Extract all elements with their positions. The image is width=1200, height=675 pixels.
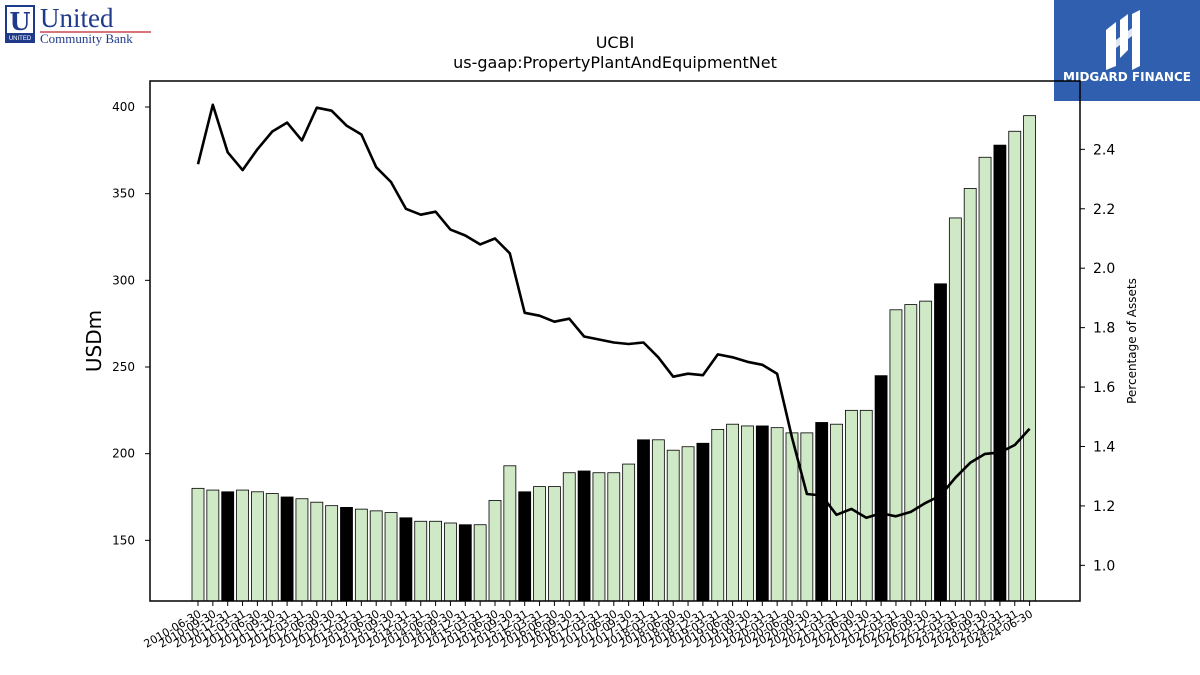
bar-2016-06-30 [548, 486, 561, 602]
bar-2013-09-30 [384, 512, 398, 602]
bar-2012-12-31 [340, 506, 353, 602]
y2-axis-label: Percentage of Assets [1125, 278, 1139, 404]
y2-tick-label: 1.0 [1093, 558, 1115, 574]
bar-2014-03-31 [414, 520, 428, 602]
bar-2014-12-31 [458, 524, 472, 602]
bar-2018-09-30 [681, 446, 695, 602]
bar-2020-03-31 [770, 427, 784, 602]
y2-tick-label: 1.4 [1093, 439, 1115, 455]
bar-2011-03-31 [236, 489, 249, 602]
bar-2024-06-30 [1023, 115, 1036, 602]
bar-2011-12-31 [280, 496, 294, 602]
bar-2022-09-30 [919, 300, 933, 602]
bar-2023-06-30 [963, 188, 977, 602]
bar-2023-12-31 [993, 144, 1007, 602]
bars [191, 115, 1036, 602]
bar-2018-06-30 [666, 449, 680, 602]
y2-tick-label: 2.0 [1093, 261, 1115, 277]
x-axis: 2010-06-302010-09-302010-12-312011-03-31… [142, 601, 1035, 651]
midgard-emblem-icon [1106, 10, 1140, 70]
y2-tick-label: 2.4 [1093, 142, 1115, 158]
bar-2016-12-31 [577, 470, 591, 602]
y-tick-label: 350 [112, 187, 135, 201]
bar-2022-03-31 [889, 309, 903, 602]
logo-mark: U [10, 7, 31, 36]
y-tick-label: 300 [112, 273, 135, 287]
united-community-bank-logo: U UNITED United Community Bank [5, 3, 165, 47]
bar-2018-12-31 [696, 442, 710, 602]
bar-2015-03-31 [473, 524, 487, 602]
bar-2018-03-31 [651, 439, 665, 602]
chart-subtitle: us-gaap:PropertyPlantAndEquipmentNet [453, 53, 777, 72]
bar-2023-09-30 [978, 156, 992, 602]
bar-2021-09-30 [859, 409, 873, 602]
y2-tick-label: 1.6 [1093, 380, 1115, 396]
y-tick-label: 250 [112, 360, 135, 374]
chart-title: UCBI [596, 33, 635, 52]
bar-2013-12-31 [399, 517, 413, 602]
bar-2010-09-30 [206, 489, 220, 602]
bar-2019-03-31 [711, 428, 725, 602]
y-axis-right: 1.0 1.2 1.4 1.6 1.8 2.0 2.2 2.4 [1080, 142, 1115, 574]
bar-2022-12-31 [934, 283, 947, 602]
y2-tick-label: 1.8 [1093, 321, 1115, 337]
bar-2012-06-30 [310, 501, 324, 602]
percentage-of-assets-line [196, 103, 1031, 520]
bar-2011-06-30 [250, 491, 264, 602]
y-axis-left: 150 200 250 300 350 400 [112, 100, 150, 547]
bar-2015-06-30 [488, 500, 502, 602]
logo-line2: Community Bank [40, 31, 133, 46]
bar-2023-03-31 [948, 217, 962, 602]
bar-2019-12-31 [755, 425, 769, 602]
bar-2024-03-31 [1008, 130, 1022, 602]
bar-2020-12-31 [815, 422, 829, 602]
bar-2019-09-30 [741, 425, 754, 602]
midgard-finance-logo: MIDGARD FINANCE [1054, 0, 1200, 101]
y2-tick-label: 2.2 [1093, 202, 1115, 218]
bar-2010-06-30 [191, 487, 205, 602]
logo-line1: United [40, 5, 114, 33]
bar-2017-06-30 [607, 472, 621, 602]
bar-2010-12-31 [221, 491, 235, 602]
bar-2014-09-30 [444, 522, 457, 602]
bar-2013-06-30 [369, 510, 383, 602]
bar-2021-12-31 [874, 375, 888, 602]
y-tick-label: 150 [112, 533, 135, 547]
midgard-finance-text: MIDGARD FINANCE [1063, 70, 1191, 84]
bar-2017-09-30 [622, 463, 636, 602]
bar-2022-06-30 [904, 304, 918, 602]
bar-2013-03-31 [354, 508, 368, 602]
bar-2017-03-31 [592, 472, 606, 602]
line-layer [196, 103, 1031, 520]
plot-frame [149, 80, 1081, 602]
bar-2012-09-30 [325, 505, 339, 602]
bar-2012-03-31 [295, 498, 309, 602]
bar-2019-06-30 [726, 423, 739, 602]
bar-2015-09-30 [503, 465, 517, 602]
y2-tick-label: 1.2 [1093, 499, 1115, 515]
y-axis-label: USDm [82, 310, 106, 372]
bar-2021-06-30 [845, 409, 858, 602]
bar-2011-09-30 [265, 493, 279, 602]
bar-2017-12-31 [637, 439, 650, 602]
y-tick-label: 400 [112, 100, 135, 114]
bar-2014-06-30 [429, 520, 443, 602]
bar-2016-09-30 [562, 472, 576, 602]
y-tick-label: 200 [112, 447, 135, 461]
bar-2016-03-31 [533, 486, 546, 602]
logo-mark-caption: UNITED [9, 36, 32, 42]
bar-2015-12-31 [518, 491, 532, 602]
bar-2020-09-30 [800, 432, 814, 602]
